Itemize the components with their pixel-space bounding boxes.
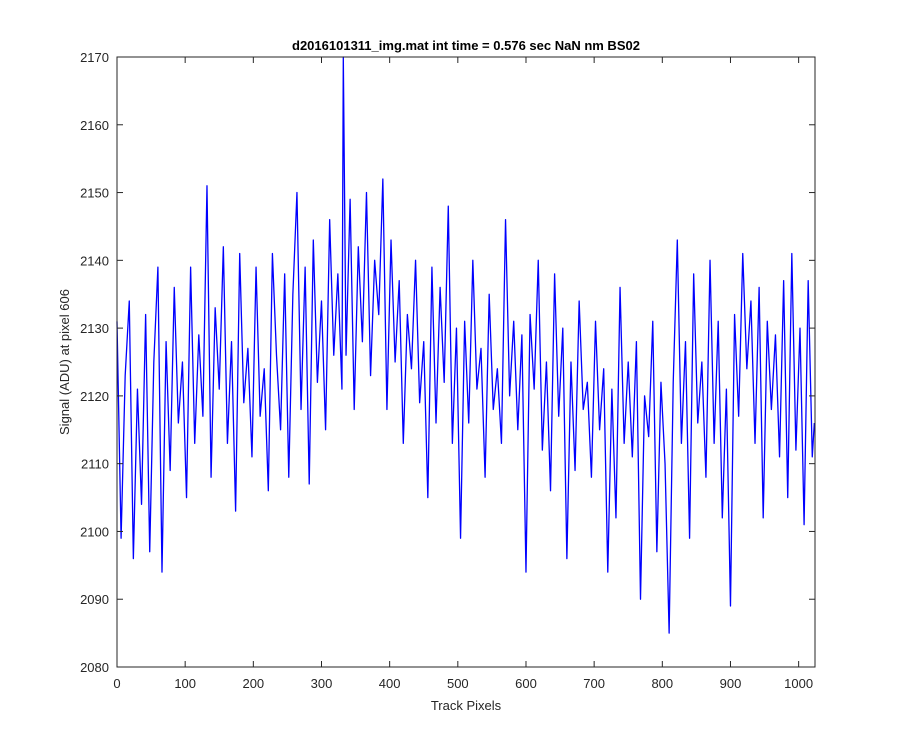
x-tick-label: 100 bbox=[174, 676, 196, 691]
y-tick-label: 2140 bbox=[80, 253, 109, 268]
y-tick-label: 2130 bbox=[80, 321, 109, 336]
y-axis-label: Signal (ADU) at pixel 606 bbox=[57, 289, 72, 435]
x-tick-label: 1000 bbox=[784, 676, 813, 691]
x-tick-label: 0 bbox=[113, 676, 120, 691]
x-tick-label: 900 bbox=[720, 676, 742, 691]
data-layer bbox=[116, 56, 815, 634]
x-tick-label: 200 bbox=[242, 676, 264, 691]
axes-box bbox=[116, 56, 816, 668]
y-tick-label: 2100 bbox=[80, 524, 109, 539]
x-tick-label: 500 bbox=[447, 676, 469, 691]
y-tick-label: 2120 bbox=[80, 389, 109, 404]
x-tick-label: 700 bbox=[583, 676, 605, 691]
y-tick-label: 2110 bbox=[81, 457, 109, 472]
chart-title: d2016101311_img.mat int time = 0.576 sec… bbox=[292, 38, 640, 53]
y-tick-label: 2160 bbox=[80, 118, 109, 133]
x-tick-label: 800 bbox=[651, 676, 673, 691]
x-tick-label: 400 bbox=[379, 676, 401, 691]
series-line-0 bbox=[116, 56, 815, 634]
y-tick-label: 2090 bbox=[80, 592, 109, 607]
y-tick-label: 2080 bbox=[80, 660, 109, 675]
x-tick-label: 600 bbox=[515, 676, 537, 691]
y-tick-label: 2170 bbox=[80, 50, 109, 65]
x-axis-label: Track Pixels bbox=[431, 698, 502, 713]
y-tick-label: 2150 bbox=[80, 186, 109, 201]
x-tick-label: 300 bbox=[311, 676, 333, 691]
axes: 0 100 200 300 400 500 600 700 800 900 1000 2080 2090… bbox=[80, 50, 816, 691]
